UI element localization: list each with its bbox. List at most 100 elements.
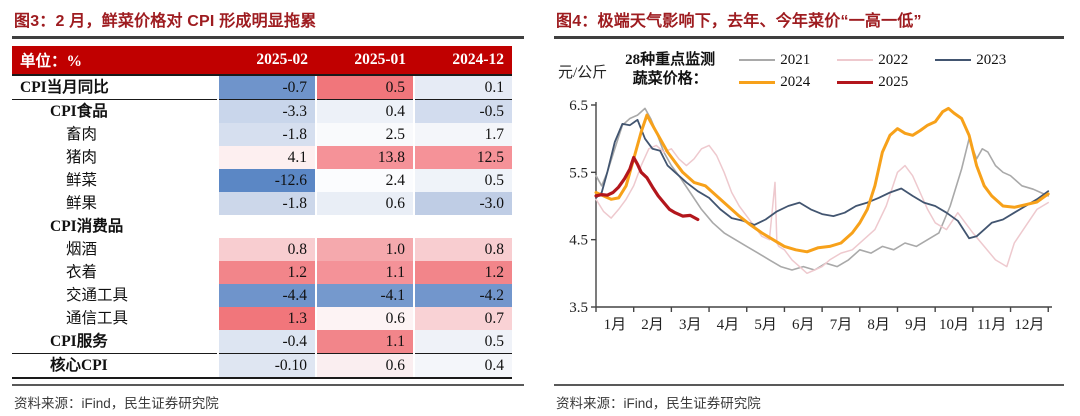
figure4-title: 图4：极端天气影响下，去年、今年菜价“一高一低” [554,5,1064,39]
x-tick-label: 11月 [977,317,1006,333]
row-label: 交通工具 [12,284,218,307]
figure3-source: 资料来源：iFind，民生证券研究院 [12,384,524,416]
table-cell: -12.6 [217,169,316,192]
table-cell: 0.8 [413,238,512,261]
table-row: 猪肉 4.1 13.8 12.5 [12,146,512,169]
period-header-cell: 2025-02 [218,46,316,76]
table-cell: 0.5 [413,169,512,192]
table-row: 畜肉 -1.8 2.5 1.7 [12,123,512,146]
table-cell: 1.7 [413,123,512,146]
x-tick-label: 1月 [604,317,627,333]
row-label: 猪肉 [12,146,218,169]
x-tick-label: 12月 [1014,317,1044,333]
figure4-panel: 图4：极端天气影响下，去年、今年菜价“一高一低” 元/公斤 28种重点监测 蔬菜… [554,5,1064,416]
legend-line-icon [739,80,776,84]
x-tick-label: 5月 [754,317,777,333]
series-line-2023 [595,118,1050,240]
x-tick-label: 8月 [867,317,890,333]
table-cell [315,215,414,238]
row-label: 畜肉 [12,123,218,146]
table-cell: 1.1 [315,261,414,284]
legend-label: 2025 [878,73,909,90]
x-tick-label: 2月 [641,317,664,333]
table-row: 衣着 1.2 1.1 1.2 [12,261,512,284]
cpi-table: 单位：% 2025-02 2025-01 2024-12 CPI当月同比 -0.7 0.5… [12,46,512,379]
table-cell: 13.8 [315,146,414,169]
row-label: 衣着 [12,261,218,284]
x-tick-label: 6月 [792,317,815,333]
table-cell: -4.2 [413,284,512,307]
table-row: 鲜果 -1.8 0.6 -3.0 [12,192,512,215]
cpi-table-header: 单位：% 2025-02 2025-01 2024-12 [12,46,512,76]
x-tick-label: 7月 [830,317,853,333]
chart-legend: 2021 2022 2023 2024 2025 [739,49,1033,93]
row-label: 鲜菜 [12,169,218,192]
table-cell: 2.5 [315,123,414,146]
legend-item: 2023 [935,52,1033,69]
table-cell: -0.4 [217,330,316,354]
period-header-cell: 2024-12 [414,46,512,76]
table-cell: -0.10 [217,353,316,379]
figure3-panel: 图3：2 月，鲜菜价格对 CPI 形成明显拖累 单位：% 2025-02 2025-… [12,5,524,416]
legend-line-icon [837,59,874,61]
series-line-2021 [595,107,1050,271]
legend-item: 2025 [837,74,935,91]
table-cell: 0.6 [315,353,414,379]
x-tick-label: 10月 [939,317,969,333]
table-cell: -3.3 [217,99,316,123]
y-tick-label: 5.5 [569,165,588,181]
legend-label: 2021 [780,51,811,68]
table-cell: 1.2 [413,261,512,284]
table-cell: -3.0 [413,192,512,215]
table-cell: 0.1 [413,75,512,100]
row-label: CPI消费品 [12,215,218,238]
table-row: 核心CPI -0.10 0.6 0.4 [12,353,512,379]
table-cell: 2.4 [315,169,414,192]
legend-item: 2021 [739,52,837,69]
period-header-cell: 2025-01 [316,46,414,76]
table-cell: 0.5 [413,330,512,354]
y-tick-label: 4.5 [569,233,588,249]
table-row: CPI当月同比 -0.7 0.5 0.1 [12,75,512,100]
series-line-2024 [594,106,1050,254]
table-cell: 0.5 [315,75,414,100]
x-tick-label: 3月 [679,317,702,333]
table-cell: 12.5 [413,146,512,169]
table-cell: 0.4 [413,353,512,379]
x-tick-label: 9月 [905,317,928,333]
table-row: 通信工具 1.3 0.6 0.7 [12,307,512,330]
row-label: 鲜果 [12,192,218,215]
series-line-2022 [595,144,1049,275]
legend-item: 2022 [837,52,935,69]
table-cell: -1.8 [217,123,316,146]
table-cell: 0.6 [315,192,414,215]
row-label: 核心CPI [12,353,218,379]
table-cell: -4.4 [217,284,316,307]
row-label: 通信工具 [12,307,218,330]
table-cell: 0.6 [315,307,414,330]
x-tick-label: 4月 [717,317,740,333]
table-cell: 0.8 [217,238,316,261]
legend-line-icon [935,59,972,61]
table-cell: 0.4 [315,99,414,123]
table-row: 烟酒 0.8 1.0 0.8 [12,238,512,261]
table-cell: -1.8 [217,192,316,215]
unit-header-cell: 单位：% [12,46,218,76]
row-label: CPI服务 [12,330,218,354]
table-cell [413,215,512,238]
legend-line-icon [739,59,776,61]
y-tick-label: 6.5 [569,98,588,114]
legend-line-icon [837,80,874,84]
chart-header: 元/公斤 28种重点监测 蔬菜价格： 2021 2022 2023 2024 2025 [554,47,1064,97]
legend-label: 2024 [780,73,811,90]
row-label: CPI当月同比 [12,75,218,100]
figure3-title: 图3：2 月，鲜菜价格对 CPI 形成明显拖累 [12,5,524,39]
table-header-row: 单位：% 2025-02 2025-01 2024-12 [12,46,512,76]
table-row: CPI消费品 [12,215,512,238]
chart-annotation: 28种重点监测 蔬菜价格： [625,52,716,87]
table-cell [217,215,316,238]
legend-label: 2022 [878,51,909,68]
table-row: CPI食品 -3.3 0.4 -0.5 [12,99,512,123]
row-label: CPI食品 [12,99,218,123]
